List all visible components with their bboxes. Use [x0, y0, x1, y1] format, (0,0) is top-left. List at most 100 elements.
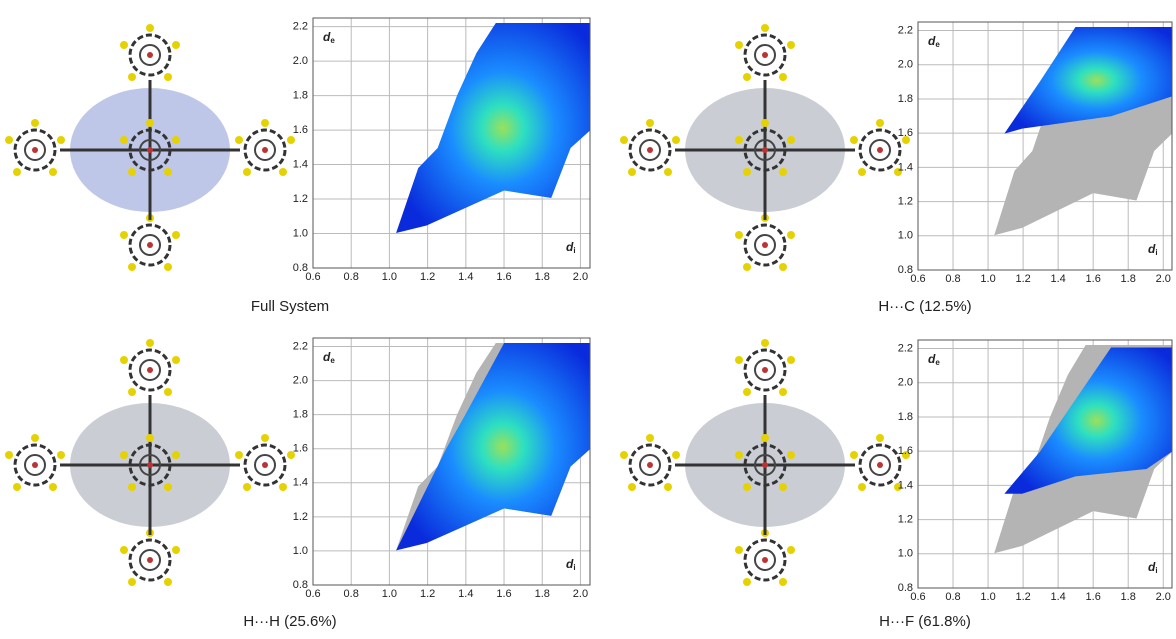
y-tick-label: 1.8: [898, 411, 913, 423]
x-tick-label: 1.0: [980, 273, 995, 285]
y-tick-label: 0.8: [898, 264, 913, 276]
caption: H···C (12.5%): [878, 298, 971, 315]
x-tick-label: 1.0: [382, 271, 397, 283]
x-tick-label: 1.6: [1086, 273, 1101, 285]
y-tick-label: 1.0: [293, 227, 308, 239]
plot-border: [312, 337, 591, 586]
molecule: [620, 339, 910, 586]
x-tick-label: 0.8: [344, 588, 359, 600]
y-axis-label-main: d: [928, 352, 936, 366]
y-tick-label: 2.2: [293, 21, 308, 33]
x-tick-label: 0.6: [305, 271, 320, 283]
y-axis-label: de: [928, 352, 940, 367]
y-axis-label-sub: e: [330, 36, 335, 45]
x-tick-label: 2.0: [1156, 273, 1171, 285]
contact-cloud: [1004, 347, 1172, 494]
x-tick-label: 0.6: [305, 588, 320, 600]
y-tick-label: 2.0: [898, 59, 913, 71]
y-axis-label: de: [928, 34, 940, 49]
x-tick-label: 1.0: [980, 591, 995, 603]
panel: 0.6 0.8 1.0 1.2 1.4 1.6 1.8 2.00.81.01.21.41.61…: [620, 21, 1173, 315]
y-tick-label: 1.0: [293, 545, 308, 557]
x-axis-label-main: d: [566, 240, 574, 254]
x-tick-label: 1.4: [1050, 273, 1065, 285]
x-tick-label: 1.4: [458, 588, 473, 600]
x-tick-label: 1.8: [1121, 273, 1136, 285]
y-tick-label: 1.4: [898, 161, 913, 173]
y-tick-label: 1.8: [898, 93, 913, 105]
x-tick-label: 0.8: [344, 271, 359, 283]
caption: Full System: [251, 298, 329, 315]
y-tick-label: 0.8: [293, 579, 308, 591]
x-tick-label: 0.6: [910, 591, 925, 603]
x-tick-label: 1.6: [496, 588, 511, 600]
molecule: [620, 24, 910, 271]
y-axis-label-main: d: [928, 34, 936, 48]
x-tick-label: 1.2: [420, 271, 435, 283]
x-tick-label: 1.6: [496, 271, 511, 283]
y-axis-label-sub: e: [935, 40, 940, 49]
x-tick-label: 2.0: [573, 271, 588, 283]
x-axis-label-main: d: [1148, 560, 1156, 574]
y-axis-label: de: [323, 30, 335, 45]
panel: 0.6 0.8 1.0 1.2 1.4 1.6 1.8 2.00.81.01.21.41.61…: [620, 339, 1173, 630]
molecule: [5, 339, 295, 586]
x-tick-label: 1.6: [1086, 591, 1101, 603]
y-tick-label: 1.6: [898, 127, 913, 139]
y-tick-label: 1.2: [898, 513, 913, 525]
y-tick-label: 1.8: [293, 89, 308, 101]
x-tick-label: 2.0: [1156, 591, 1171, 603]
x-tick-label: 2.0: [573, 588, 588, 600]
x-tick-label: 0.6: [910, 273, 925, 285]
plot-border: [312, 17, 591, 269]
y-tick-label: 2.0: [293, 374, 308, 386]
x-axis-label: di: [1148, 560, 1158, 575]
y-tick-label: 2.2: [293, 340, 308, 352]
x-axis-label: di: [566, 240, 576, 255]
panel: 0.6 0.8 1.0 1.2 1.4 1.6 1.8 2.00.81.01.21.41.61…: [5, 337, 591, 630]
caption: H···H (25.6%): [243, 613, 336, 630]
x-tick-label: 1.0: [382, 588, 397, 600]
contact-cloud: [1004, 26, 1172, 134]
y-tick-label: 1.4: [293, 158, 308, 170]
x-tick-label: 1.8: [535, 271, 550, 283]
x-tick-label: 0.8: [945, 591, 960, 603]
x-axis-label-sub: i: [573, 246, 575, 255]
x-tick-label: 1.4: [458, 271, 473, 283]
molecule: [5, 24, 295, 271]
y-tick-label: 2.0: [898, 377, 913, 389]
plot-border: [917, 21, 1173, 271]
y-axis-label-sub: e: [330, 356, 335, 365]
y-axis-label-sub: e: [935, 358, 940, 367]
y-tick-label: 1.0: [898, 548, 913, 560]
y-tick-label: 1.8: [293, 409, 308, 421]
caption: H···F (61.8%): [879, 613, 971, 630]
y-tick-label: 1.4: [293, 477, 308, 489]
y-tick-label: 0.8: [898, 582, 913, 594]
y-tick-label: 1.0: [898, 230, 913, 242]
x-axis-label-sub: i: [573, 563, 575, 572]
y-tick-label: 1.2: [293, 511, 308, 523]
contact-cloud: [396, 342, 590, 551]
x-axis-label: di: [566, 557, 576, 572]
y-tick-label: 2.2: [898, 24, 913, 36]
x-axis-label-sub: i: [1155, 566, 1157, 575]
x-axis-label: di: [1148, 242, 1158, 257]
y-axis-label-main: d: [323, 350, 331, 364]
x-tick-label: 1.2: [420, 588, 435, 600]
y-tick-label: 2.2: [898, 342, 913, 354]
x-axis-label-main: d: [1148, 242, 1156, 256]
y-tick-label: 2.0: [293, 55, 308, 67]
panel: 0.6 0.8 1.0 1.2 1.4 1.6 1.8 2.00.81.01.21.41.61…: [5, 17, 591, 315]
x-tick-label: 1.2: [1015, 273, 1030, 285]
y-tick-label: 1.4: [898, 479, 913, 491]
y-tick-label: 1.2: [898, 195, 913, 207]
x-tick-label: 1.8: [535, 588, 550, 600]
y-axis-label-main: d: [323, 30, 331, 44]
x-tick-label: 1.8: [1121, 591, 1136, 603]
plot-border: [917, 339, 1173, 589]
y-tick-label: 1.6: [293, 124, 308, 136]
x-axis-label-main: d: [566, 557, 574, 571]
y-tick-label: 1.6: [293, 443, 308, 455]
